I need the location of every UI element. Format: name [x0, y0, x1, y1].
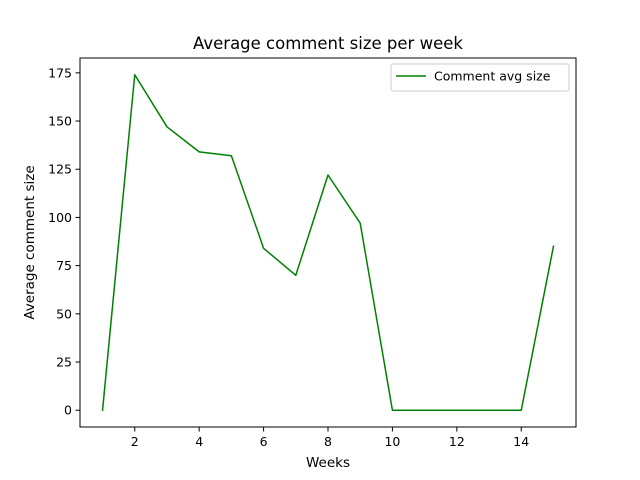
- y-tick-label: 75: [56, 258, 72, 273]
- y-tick-label: 0: [64, 403, 72, 418]
- chart-title: Average comment size per week: [193, 34, 463, 53]
- y-tick-label: 125: [48, 162, 72, 177]
- legend-label: Comment avg size: [434, 69, 551, 84]
- y-tick-label: 100: [48, 210, 72, 225]
- y-axis-ticks: 0 25 50 75 100 125 150 175: [48, 65, 80, 418]
- plot-background: [80, 58, 576, 427]
- y-axis-label: Average comment size: [22, 165, 38, 319]
- legend-box: [390, 63, 570, 92]
- x-tick-label: 10: [384, 434, 400, 449]
- y-tick-label: 175: [48, 65, 72, 80]
- plot-area: [80, 58, 576, 427]
- x-tick-label: 4: [195, 434, 203, 449]
- x-tick-label: 2: [131, 434, 139, 449]
- x-axis-label: Weeks: [306, 455, 350, 471]
- x-tick-label: 14: [513, 434, 529, 449]
- y-tick-label: 25: [56, 355, 72, 370]
- x-tick-label: 6: [260, 434, 268, 449]
- series-layer: [101, 74, 555, 412]
- y-tick-label: 150: [48, 114, 72, 129]
- x-tick-label: 8: [324, 434, 332, 449]
- x-tick-label: 12: [449, 434, 465, 449]
- series-line: [101, 74, 555, 412]
- y-tick-label: 50: [56, 306, 72, 321]
- x-axis-ticks: 2 4 6 8 10 12 14: [131, 427, 529, 449]
- legend: Comment avg size: [390, 63, 570, 92]
